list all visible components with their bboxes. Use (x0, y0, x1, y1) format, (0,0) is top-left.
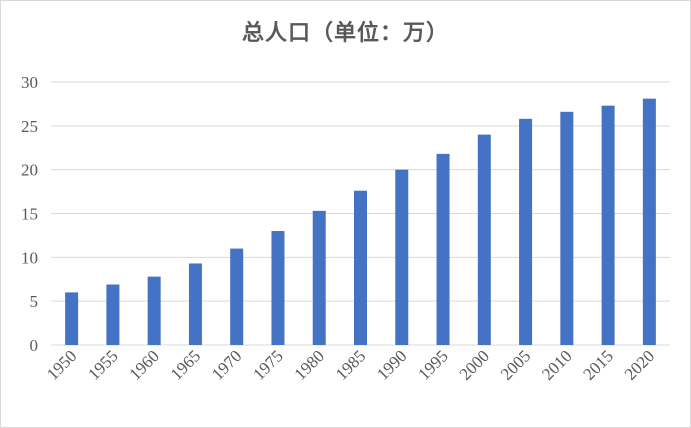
bar (560, 111, 574, 345)
x-tick-label: 2005 (497, 346, 534, 383)
y-tick-label: 15 (21, 205, 38, 224)
bar (601, 105, 615, 345)
bar (519, 118, 533, 345)
bar (147, 276, 161, 345)
bar (395, 169, 409, 345)
bar (65, 292, 79, 345)
chart-title: 总人口（单位：万） (241, 21, 449, 46)
y-tick-label: 20 (21, 161, 38, 180)
bar (436, 153, 450, 345)
x-tick-label: 1990 (373, 346, 410, 383)
x-tick-label: 1965 (167, 346, 204, 383)
x-tick-label: 2010 (538, 346, 575, 383)
bar (106, 284, 120, 345)
bar (477, 134, 491, 345)
bar (354, 190, 367, 345)
y-tick-label: 25 (21, 117, 38, 136)
x-tick-label: 1960 (126, 346, 163, 383)
x-tick-label: 1970 (208, 346, 245, 383)
x-tick-label: 1955 (84, 346, 121, 383)
x-tick-label: 1950 (43, 346, 80, 383)
x-tick-label: 1995 (414, 346, 451, 383)
y-tick-label: 10 (21, 248, 38, 267)
y-tick-label: 5 (30, 292, 39, 311)
y-tick-label: 0 (30, 336, 39, 355)
bar (271, 231, 285, 345)
x-tick-label: 1975 (249, 346, 286, 383)
y-tick-label: 30 (21, 73, 38, 92)
bar (642, 98, 656, 345)
bar (312, 210, 326, 345)
bar (230, 248, 244, 345)
x-tick-label: 2000 (456, 346, 493, 383)
x-tick-label: 1985 (332, 346, 369, 383)
x-tick-label: 2020 (621, 346, 658, 383)
bar (188, 263, 202, 345)
x-tick-label: 2015 (579, 346, 616, 383)
x-tick-label: 1980 (291, 346, 328, 383)
